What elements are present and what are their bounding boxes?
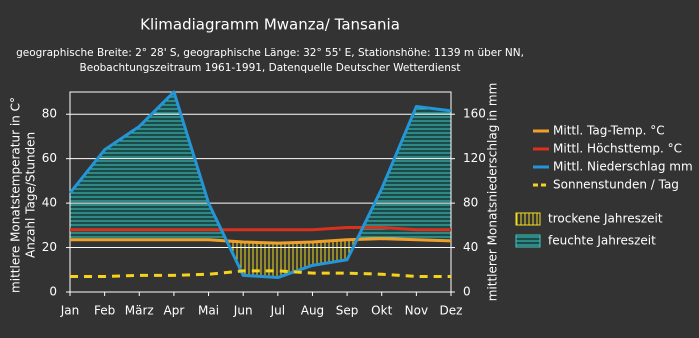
y-tick-label: 40 (42, 196, 57, 210)
x-tick-label: Jul (270, 304, 285, 318)
x-tick-label: Okt (371, 304, 392, 318)
series-line (68, 90, 452, 280)
x-tick-label: Dez (440, 304, 463, 318)
y-tick-label: 60 (42, 151, 57, 165)
x-tick-label: Nov (405, 304, 428, 318)
subtitle: geographische Breite: 2° 28' S, geograph… (16, 47, 524, 59)
y-tick-label: 80 (42, 107, 57, 121)
subtitle: Beobachtungszeitraum 1961-1991, Datenque… (80, 62, 461, 74)
x-tick-label: Feb (94, 304, 115, 318)
x-tick-label: Mai (198, 304, 219, 318)
x-tick-label: März (125, 304, 154, 318)
legend-label: feuchte Jahreszeit (548, 234, 656, 248)
legend-swatch (515, 234, 541, 248)
y2-tick-label: 40 (463, 240, 478, 254)
y2-tick-label: 0 (463, 285, 471, 299)
series-line (70, 226, 451, 232)
y-axis-label: mittlere Monatstemperatur in C° (9, 97, 23, 293)
legend-label: Mittl. Niederschlag mm (553, 160, 693, 174)
legend-label: Mittl. Höchsttemp. °C (553, 142, 682, 156)
y-tick-label: 20 (42, 240, 57, 254)
x-tick-label: Apr (164, 304, 185, 318)
x-tick-label: Aug (301, 304, 324, 318)
x-tick-label: Jun (233, 304, 253, 318)
series-line (70, 269, 451, 278)
chart-title: Klimadiagramm Mwanza/ Tansania (140, 16, 400, 34)
y2-tick-label: 160 (463, 107, 486, 121)
y-tick-label: 0 (49, 285, 57, 299)
x-tick-label: Sep (336, 304, 359, 318)
legend-swatch (515, 212, 541, 226)
x-tick-label: Jan (60, 304, 80, 318)
y2-axis-label: mittlerer Monatsniederschlag in mm (486, 83, 500, 302)
legend-label: Sonnenstunden / Tag (553, 178, 679, 192)
y2-tick-label: 80 (463, 196, 478, 210)
y-axis-label: Anzahl Tage/Stunden (24, 132, 38, 258)
legend-label: trockene Jahreszeit (548, 212, 663, 226)
y2-tick-label: 120 (463, 151, 486, 165)
series-line (70, 237, 452, 245)
legend-label: Mittl. Tag-Temp. °C (553, 124, 665, 138)
